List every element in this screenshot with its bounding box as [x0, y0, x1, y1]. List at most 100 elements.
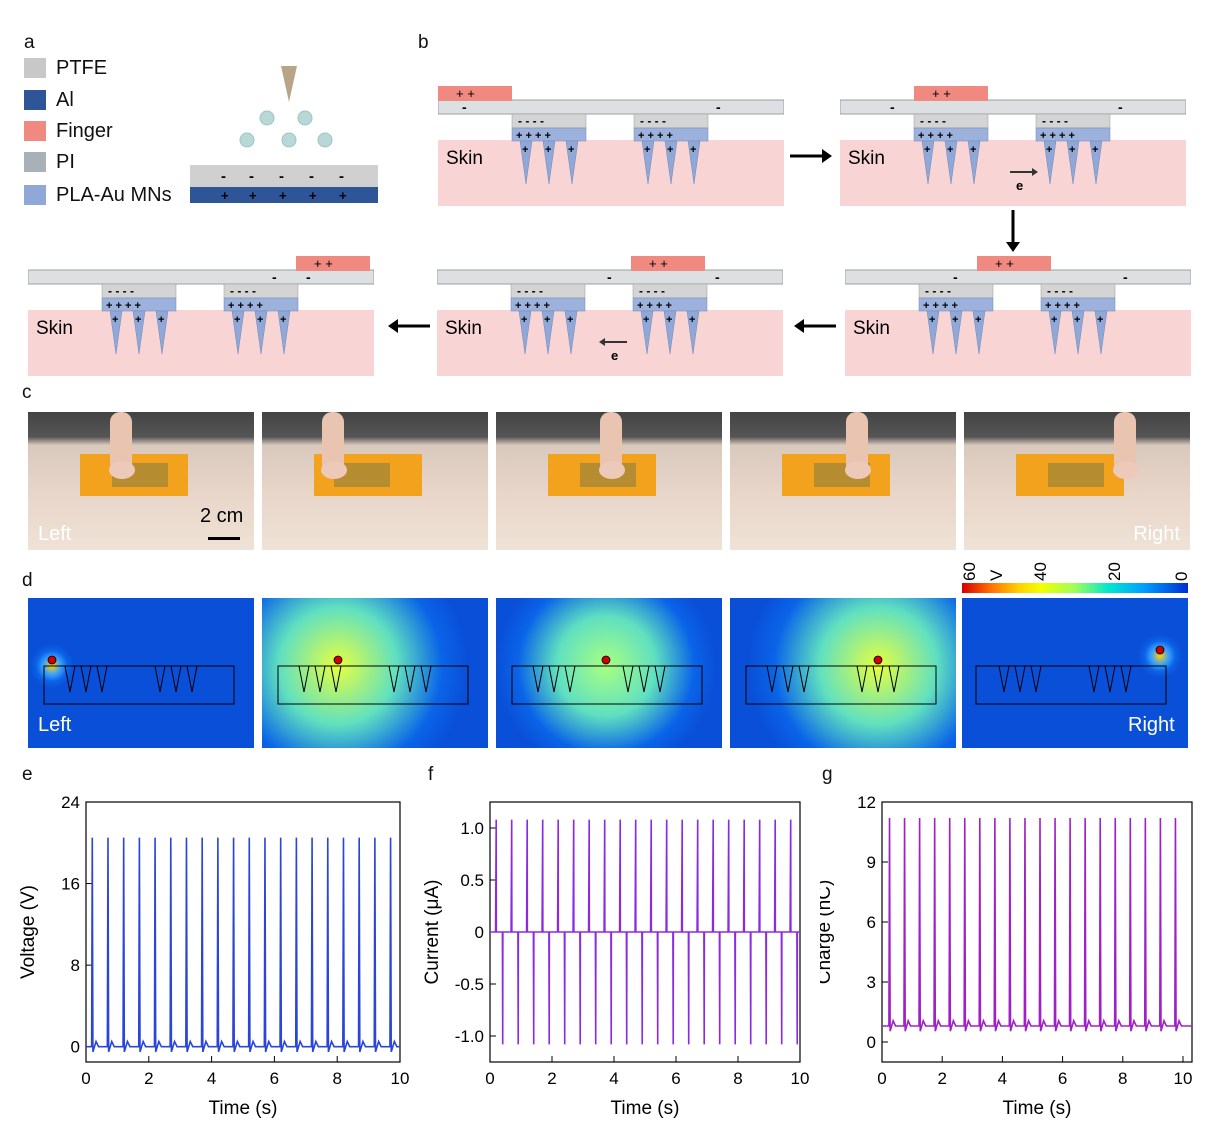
electrode-charges: - - - - [108, 284, 134, 298]
y-tick-label: -1.0 [455, 1027, 484, 1046]
x-tick-label: 6 [270, 1069, 279, 1088]
arrowhead-icon [1032, 168, 1038, 176]
microneedle [944, 140, 958, 185]
y-tick-label: 3 [867, 973, 876, 992]
x-tick-label: 10 [1174, 1069, 1193, 1088]
y-tick-label: 24 [61, 793, 80, 812]
microneedle [664, 140, 678, 185]
skin-layer [28, 310, 374, 376]
sim-geometry [511, 655, 703, 705]
electrode-charges: - - - - [640, 114, 666, 128]
microneedle-outline [330, 665, 342, 693]
finger-charge-label: + + [456, 86, 475, 101]
skin-domain [43, 665, 235, 705]
microneedle [641, 140, 655, 185]
spray-nozzle-icon [281, 66, 297, 102]
microneedle [1066, 140, 1080, 185]
microneedle [1089, 140, 1103, 185]
needle-charge: + [158, 314, 164, 326]
microneedle [132, 310, 146, 355]
skin-layer [845, 310, 1191, 376]
x-axis-label: Time (s) [209, 1098, 278, 1119]
photo-label-right: Right [1133, 523, 1180, 545]
finger-pad [631, 256, 705, 271]
x-tick-label: 4 [998, 1069, 1007, 1088]
x-tick-label: 4 [609, 1069, 618, 1088]
legend-swatch [24, 58, 46, 78]
legend-swatch [24, 121, 46, 141]
al-layer [190, 187, 378, 203]
microneedle-outline [80, 665, 92, 693]
x-axis-label: Time (s) [1003, 1098, 1072, 1119]
film-minus: - [890, 99, 895, 115]
plus-sign: + [339, 188, 347, 203]
legend-swatch [24, 90, 46, 110]
y-axis-label: Current (μA) [422, 880, 443, 985]
arm-photo-illustration [548, 412, 656, 496]
x-tick-label: 10 [791, 1069, 810, 1088]
microneedle-outline [872, 665, 884, 693]
signal-trace [86, 837, 400, 1053]
microneedle-outline [856, 665, 868, 693]
needle-charge: + [544, 314, 550, 326]
finger-charge-label: + + [932, 86, 951, 101]
finger-pad [296, 256, 370, 271]
legend-label: PLA-Au MNs [56, 183, 172, 206]
microneedle [967, 140, 981, 185]
legend-item-pla-au: PLA-Au MNs [24, 183, 172, 207]
schematic-step-4: Skin + + - - - - - - + + + + + + + - - - - + + + +… [437, 256, 783, 376]
microneedle [541, 310, 555, 355]
ptfe-layer [190, 165, 378, 187]
potential-map-1 [28, 598, 254, 748]
arm-photo-illustration [314, 412, 422, 496]
panel-label-c: c [22, 382, 32, 403]
electrode-charges: + + + + [515, 300, 550, 312]
al-charges: + + + + + [221, 188, 347, 203]
sim-label-right: Right [1128, 714, 1175, 736]
electrode-charges: + + + + [923, 300, 958, 312]
colorbar-labels: 60 V 40 20 0 [960, 562, 1191, 581]
arrowhead-icon [599, 338, 605, 346]
skin-label: Skin [853, 318, 890, 339]
ptfe-charges: - - - - - [221, 168, 344, 185]
scale-bar-label: 2 cm [200, 505, 244, 527]
sim-geometry [43, 655, 235, 705]
y-tick-label: 1.0 [460, 819, 484, 838]
arm-photo-4 [730, 412, 956, 550]
panel-label-g: g [822, 764, 833, 785]
sim-geometry [745, 655, 937, 705]
microneedle [1048, 310, 1062, 355]
y-tick-label: 0.5 [460, 871, 484, 890]
needle-charge: + [521, 314, 527, 326]
microneedle-outline [782, 665, 794, 693]
schematic-step-3: Skin+ +- -- - - -+ + + ++ + +- - - -+ + + +… [845, 256, 1191, 376]
y-tick-label: 0 [867, 1033, 876, 1052]
needle-charge: + [545, 144, 551, 156]
electrode-charges: + + + + [638, 130, 673, 142]
needle-charge: + [644, 144, 650, 156]
minus-sign: - [339, 168, 344, 185]
needle-charge: + [952, 314, 958, 326]
colorbar-label: 60 [960, 562, 979, 581]
electron-label: e [611, 348, 618, 363]
signal-trace [882, 817, 1192, 1032]
x-tick-label: 8 [332, 1069, 341, 1088]
finger-contact-point [1155, 645, 1165, 655]
microneedle-outline [1030, 665, 1042, 693]
x-tick-label: 8 [733, 1069, 742, 1088]
electron-label: e [1016, 178, 1023, 193]
arm-photo-illustration [782, 412, 890, 496]
needle-charge: + [689, 314, 695, 326]
microneedle [231, 310, 245, 355]
x-tick-label: 0 [485, 1069, 494, 1088]
particle-icon [239, 110, 333, 148]
microneedle [1094, 310, 1108, 355]
film-minus: - [1123, 269, 1128, 285]
x-tick-label: 2 [144, 1069, 153, 1088]
microneedle-outline [298, 665, 310, 693]
sim-geometry [277, 655, 469, 705]
finger-contact-point [873, 655, 883, 665]
legend-swatch [24, 185, 46, 205]
microneedle-outline [654, 665, 666, 693]
